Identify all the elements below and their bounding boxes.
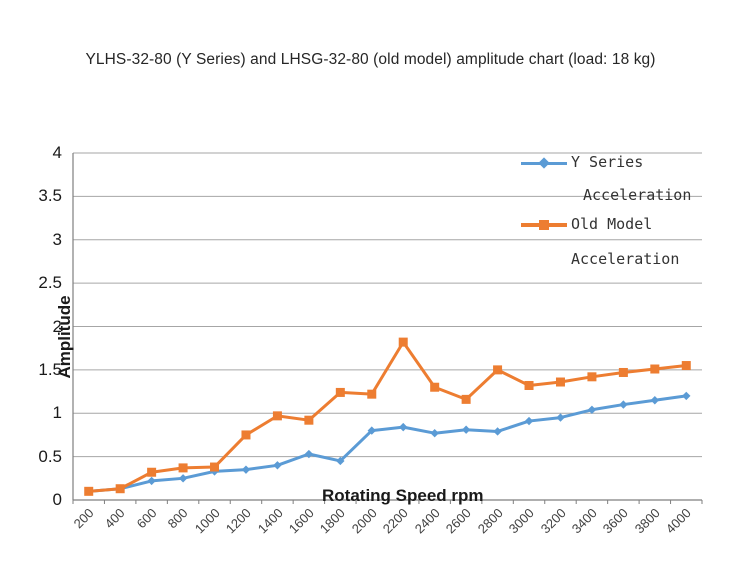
diamond-marker-icon xyxy=(587,405,597,414)
diamond-marker-icon xyxy=(147,476,156,486)
square-marker-icon xyxy=(272,411,282,421)
diamond-marker-icon xyxy=(461,425,471,434)
y-tick-label: 3.5 xyxy=(38,186,62,206)
square-marker-icon xyxy=(539,219,549,230)
diamond-marker-icon xyxy=(619,400,628,409)
square-marker-icon xyxy=(587,372,597,382)
diamond-marker-icon xyxy=(493,427,502,436)
square-marker-icon xyxy=(210,462,220,472)
square-marker-icon xyxy=(398,337,408,347)
series-line-1 xyxy=(87,340,688,493)
diamond-marker-icon xyxy=(650,396,660,405)
square-marker-icon xyxy=(461,394,471,404)
y-tick-label: 0.5 xyxy=(38,446,62,466)
square-marker-icon xyxy=(524,380,534,390)
y-axis-title: Amplitude xyxy=(55,295,74,379)
square-marker-icon xyxy=(84,486,94,496)
y-tick-label: 0 xyxy=(52,490,62,509)
square-marker-icon xyxy=(147,467,157,477)
square-marker-icon xyxy=(367,389,377,399)
legend-label-y-series: Y Series xyxy=(571,153,644,171)
square-marker-icon xyxy=(178,463,188,473)
y-tick-label: 2.5 xyxy=(38,273,62,293)
diamond-marker-icon xyxy=(399,422,408,432)
y-tick-label: 3 xyxy=(52,229,62,249)
square-marker-icon xyxy=(304,415,314,425)
square-marker-icon xyxy=(493,365,503,375)
chart-title: YLHS-32-80 (Y Series) and LHSG-32-80 (ol… xyxy=(85,51,656,68)
square-marker-icon xyxy=(335,387,345,397)
diamond-marker-icon xyxy=(304,449,314,459)
square-marker-icon xyxy=(681,361,691,371)
y-tick-label: 4 xyxy=(52,143,62,162)
diamond-marker-icon xyxy=(367,426,376,435)
diamond-marker-icon xyxy=(524,416,534,426)
square-marker-icon xyxy=(115,484,125,494)
diamond-marker-icon xyxy=(682,391,691,401)
square-marker-icon xyxy=(618,367,628,377)
legend-label-old-model: Old Model xyxy=(571,215,653,233)
square-marker-icon xyxy=(430,382,440,392)
legend-label-y-series-line2: Acceleration xyxy=(583,186,692,204)
diamond-marker-icon xyxy=(430,429,439,438)
y-tick-label: 1 xyxy=(52,403,62,423)
diamond-marker-icon xyxy=(178,474,188,483)
diamond-marker-icon xyxy=(556,413,565,422)
legend-label-old-model-line2: Acceleration xyxy=(571,250,680,268)
diamond-marker-icon xyxy=(273,461,282,470)
square-marker-icon xyxy=(241,430,251,440)
y-tick-label: 2 xyxy=(52,316,62,336)
x-axis-title: Rotating Speed rpm xyxy=(322,486,484,505)
diamond-marker-icon xyxy=(241,465,251,474)
diamond-marker-icon xyxy=(336,456,345,466)
square-marker-icon xyxy=(650,364,660,374)
series-line-0 xyxy=(87,394,688,493)
square-marker-icon xyxy=(555,377,565,387)
y-tick-label: 1.5 xyxy=(38,359,62,379)
